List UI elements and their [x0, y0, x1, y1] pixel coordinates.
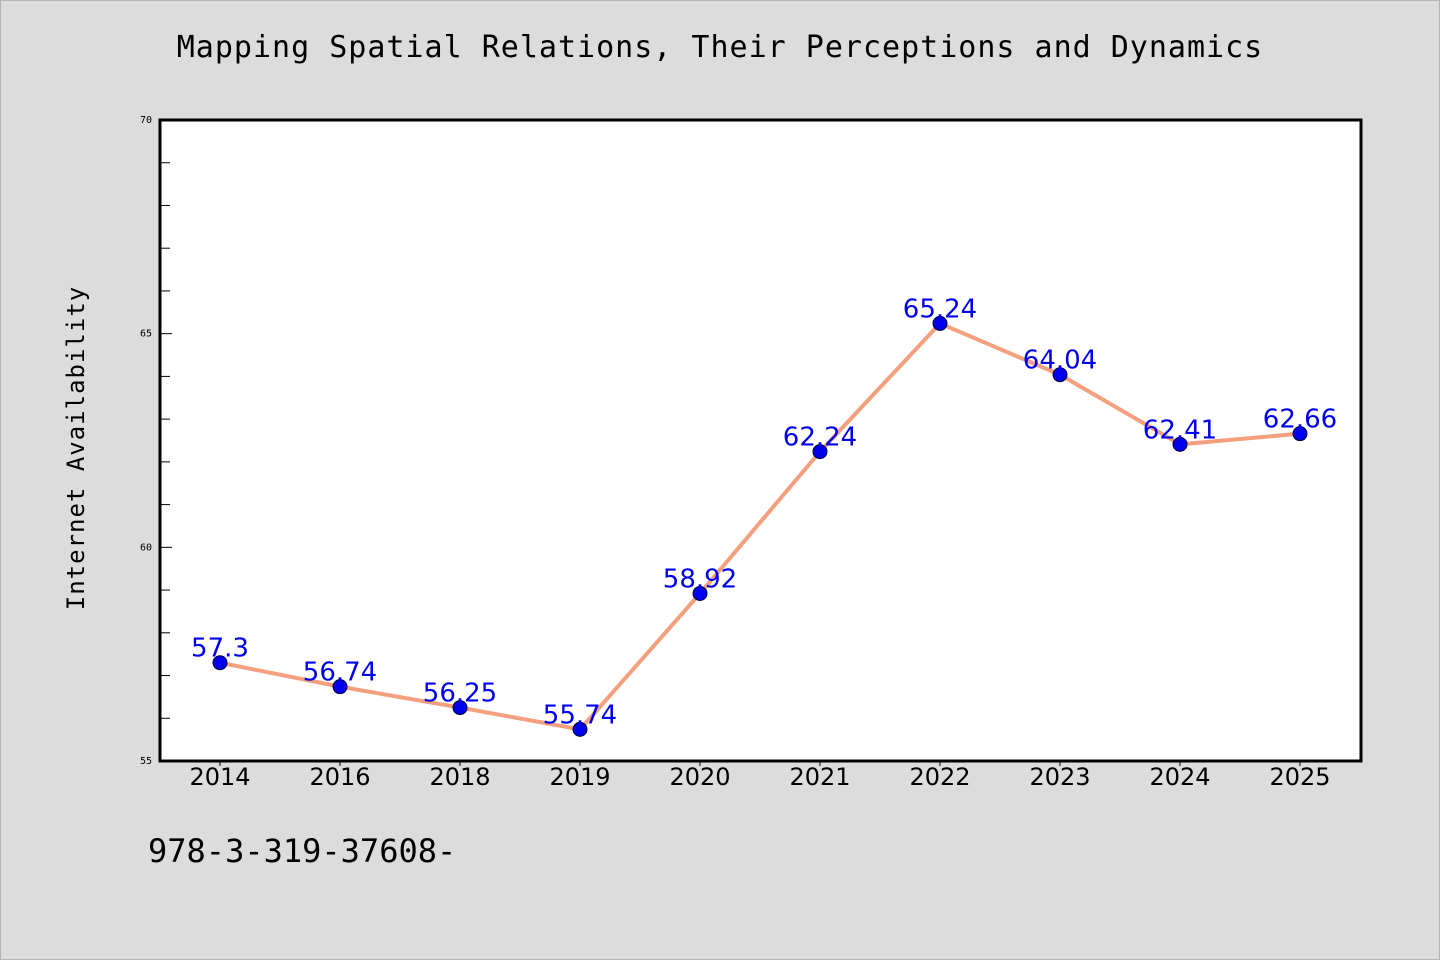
data-label: 62.66: [1263, 405, 1337, 435]
x-tick-label: 2022: [909, 763, 970, 791]
data-point: [932, 315, 948, 331]
data-point: [812, 444, 828, 460]
data-point: [1292, 426, 1308, 442]
y-tick-label: 65: [140, 329, 152, 340]
data-point: [1172, 436, 1188, 452]
plot-border: [158, 118, 1363, 763]
series-line: [218, 321, 1302, 732]
y-tick-label: 60: [140, 542, 152, 553]
x-tick-label: 2018: [429, 763, 490, 791]
data-point: [452, 700, 468, 716]
x-tick-label: 2025: [1269, 763, 1330, 791]
x-tick-label: 2024: [1149, 763, 1210, 791]
data-label: 55.74: [543, 700, 617, 730]
y-tick-label: 55: [140, 756, 152, 767]
footnote-text: 978-3-319-37608-: [148, 832, 457, 870]
x-tick-label: 2014: [189, 763, 250, 791]
data-label: 56.25: [423, 679, 497, 709]
x-tick-label: 2016: [309, 763, 370, 791]
data-label: 64.04: [1023, 346, 1097, 376]
data-point: [692, 585, 708, 601]
data-point: [332, 679, 348, 695]
x-tick-label: 2023: [1029, 763, 1090, 791]
data-label: 62.41: [1143, 415, 1217, 445]
data-point: [572, 721, 588, 737]
data-label: 58.92: [663, 564, 737, 594]
chart-title: Mapping Spatial Relations, Their Percept…: [176, 30, 1264, 65]
y-tick-label: 70: [140, 115, 152, 126]
x-tick-label: 2019: [549, 763, 610, 791]
data-point: [1052, 367, 1068, 383]
data-label: 57.3: [191, 634, 249, 664]
data-point: [212, 655, 228, 671]
x-tick-label: 2020: [669, 763, 730, 791]
data-label: 62.24: [783, 423, 857, 453]
data-label: 65.24: [903, 294, 977, 324]
data-label: 56.74: [303, 658, 377, 688]
x-tick-label: 2021: [789, 763, 850, 791]
plot-area: [160, 120, 1361, 761]
